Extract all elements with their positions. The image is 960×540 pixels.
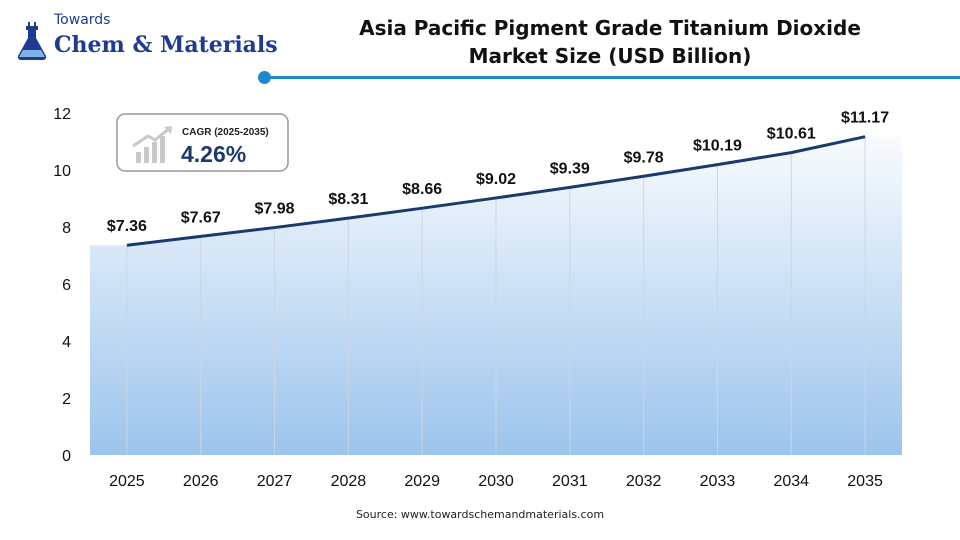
growth-chart-icon bbox=[132, 126, 172, 163]
x-tick-label: 2030 bbox=[478, 473, 514, 490]
cagr-box: CAGR (2025-2035) 4.26% bbox=[116, 113, 289, 172]
x-tick-label: 2027 bbox=[257, 473, 293, 490]
data-label: $9.02 bbox=[476, 171, 516, 188]
x-tick-label: 2032 bbox=[626, 473, 662, 490]
series-line bbox=[126, 135, 866, 247]
logo-name-text: Chem & Materials bbox=[54, 32, 278, 58]
x-tick-label: 2033 bbox=[700, 473, 736, 490]
title-divider bbox=[268, 76, 960, 79]
y-tick-label: 6 bbox=[62, 277, 71, 294]
data-label: $10.19 bbox=[693, 138, 742, 155]
data-label: $8.31 bbox=[328, 191, 368, 208]
data-label: $9.78 bbox=[624, 149, 664, 166]
flask-icon bbox=[17, 22, 47, 61]
chart-title-line1: Asia Pacific Pigment Grade Titanium Diox… bbox=[359, 16, 861, 40]
y-tick-label: 10 bbox=[53, 163, 71, 180]
x-tick-label: 2031 bbox=[552, 473, 588, 490]
x-tick-label: 2029 bbox=[404, 473, 440, 490]
data-label: $8.66 bbox=[402, 181, 442, 198]
y-tick-label: 12 bbox=[53, 106, 71, 123]
data-label: $10.61 bbox=[767, 126, 816, 143]
data-label: $9.39 bbox=[550, 160, 590, 177]
x-tick-label: 2026 bbox=[183, 473, 219, 490]
data-label: $11.17 bbox=[841, 110, 889, 127]
data-label: $7.67 bbox=[181, 209, 221, 226]
cagr-value: 4.26% bbox=[181, 141, 246, 167]
brand-logo: Towards Chem & Materials bbox=[14, 10, 278, 66]
chart-title-line2: Market Size (USD Billion) bbox=[468, 44, 752, 68]
data-label: $7.98 bbox=[255, 201, 295, 218]
divider-dot bbox=[258, 71, 271, 84]
area-mask bbox=[90, 113, 902, 246]
y-tick-label: 2 bbox=[62, 391, 71, 408]
y-tick-label: 0 bbox=[62, 448, 71, 465]
logo-towards-text: Towards bbox=[54, 12, 111, 28]
data-label: $7.36 bbox=[107, 218, 147, 235]
x-tick-label: 2035 bbox=[847, 473, 883, 490]
cagr-label: CAGR (2025-2035) bbox=[182, 127, 269, 138]
x-tick-label: 2025 bbox=[109, 473, 145, 490]
chart-title: Asia Pacific Pigment Grade Titanium Diox… bbox=[330, 14, 890, 70]
y-tick-label: 4 bbox=[62, 334, 71, 351]
y-tick-label: 8 bbox=[62, 220, 71, 237]
source-note: Source: www.towardschemandmaterials.com bbox=[355, 508, 605, 521]
x-tick-label: 2034 bbox=[773, 473, 809, 490]
x-tick-label: 2028 bbox=[331, 473, 367, 490]
